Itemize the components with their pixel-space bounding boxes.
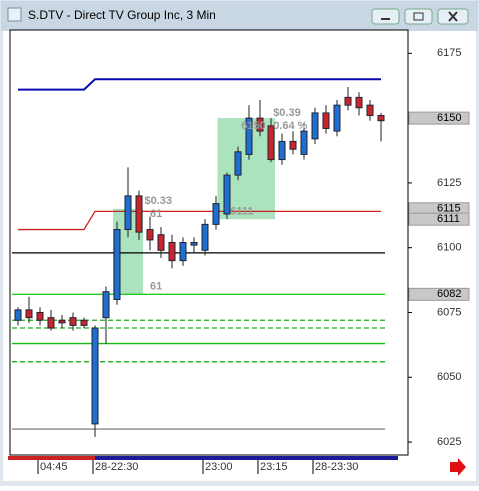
window-title: S.DTV - Direct TV Group Inc, 3 Min	[28, 8, 216, 22]
candle-body	[333, 104, 341, 132]
price-marker-box	[408, 287, 470, 301]
y-tick-label: 6025	[437, 436, 461, 448]
indicator-line	[18, 78, 381, 91]
annotation: 6150	[241, 120, 265, 132]
price-marker-box	[408, 111, 470, 125]
candle-body	[14, 309, 22, 321]
maximize-glyph	[413, 12, 424, 21]
candle-body	[69, 317, 77, 326]
candle-body	[289, 140, 297, 150]
x-tick-label: 23:00	[205, 461, 233, 473]
price-marker-label: 6150	[437, 112, 461, 124]
candle-body	[311, 112, 319, 140]
candle-body	[212, 203, 220, 225]
x-tick-label: 23:15	[260, 461, 288, 473]
candle-body	[179, 242, 187, 262]
price-marker-box	[408, 212, 470, 226]
price-marker-label: 6111	[437, 213, 460, 225]
candle-body	[201, 223, 209, 251]
candle-body	[91, 327, 99, 425]
candle-body	[256, 117, 264, 132]
candle-body	[366, 104, 374, 117]
candle-body	[355, 96, 363, 109]
y-tick-label: 6050	[437, 371, 461, 383]
candle-body	[300, 130, 308, 155]
candle-body	[344, 96, 352, 106]
annotation: 6111	[230, 205, 253, 217]
scroll-bar-left[interactable]	[8, 456, 95, 460]
candle-body	[124, 195, 132, 231]
candle-body	[102, 291, 110, 319]
candle-body	[267, 125, 275, 161]
annotation: 0.64 %	[273, 120, 307, 132]
scroll-arrow[interactable]	[450, 458, 466, 476]
minimize-button[interactable]	[371, 8, 400, 25]
candle-body	[322, 112, 330, 129]
candle-body	[157, 234, 165, 251]
candle-body	[190, 242, 198, 246]
candle-body	[146, 229, 154, 241]
candle-body	[278, 140, 286, 161]
y-tick-label: 6175	[437, 47, 461, 59]
candle-body	[25, 309, 33, 319]
candle-body	[80, 319, 88, 326]
x-tick-label: 28-22:30	[95, 461, 138, 473]
price-marker-label: 6115	[437, 203, 461, 215]
maximize-button[interactable]	[404, 8, 433, 25]
indicator-line	[18, 210, 381, 231]
candle-body	[135, 195, 143, 233]
price-marker-label: 6082	[437, 288, 461, 300]
annotation: $0.39	[273, 107, 301, 119]
annotation: $0.33	[145, 195, 173, 207]
annotation: 61	[150, 280, 162, 292]
candle-body	[113, 229, 121, 301]
candle-body	[58, 319, 66, 324]
annotation: 61	[150, 208, 162, 220]
y-tick-label: 6075	[437, 306, 461, 318]
candle-body	[223, 174, 231, 215]
scroll-bar-right[interactable]	[95, 456, 398, 460]
candle-body	[36, 311, 44, 321]
y-tick-label: 6125	[437, 177, 461, 189]
candle-body	[245, 117, 253, 155]
app-icon	[7, 7, 22, 22]
candle-body	[168, 242, 176, 262]
close-glyph	[448, 11, 458, 22]
y-tick-label: 6100	[437, 242, 461, 254]
plot-area	[9, 29, 409, 456]
x-tick-label: 28-23:30	[315, 461, 358, 473]
candle-body	[47, 317, 55, 329]
x-tick-label: 04:45	[40, 461, 68, 473]
candle-body	[377, 115, 385, 122]
candle-body	[234, 151, 242, 176]
